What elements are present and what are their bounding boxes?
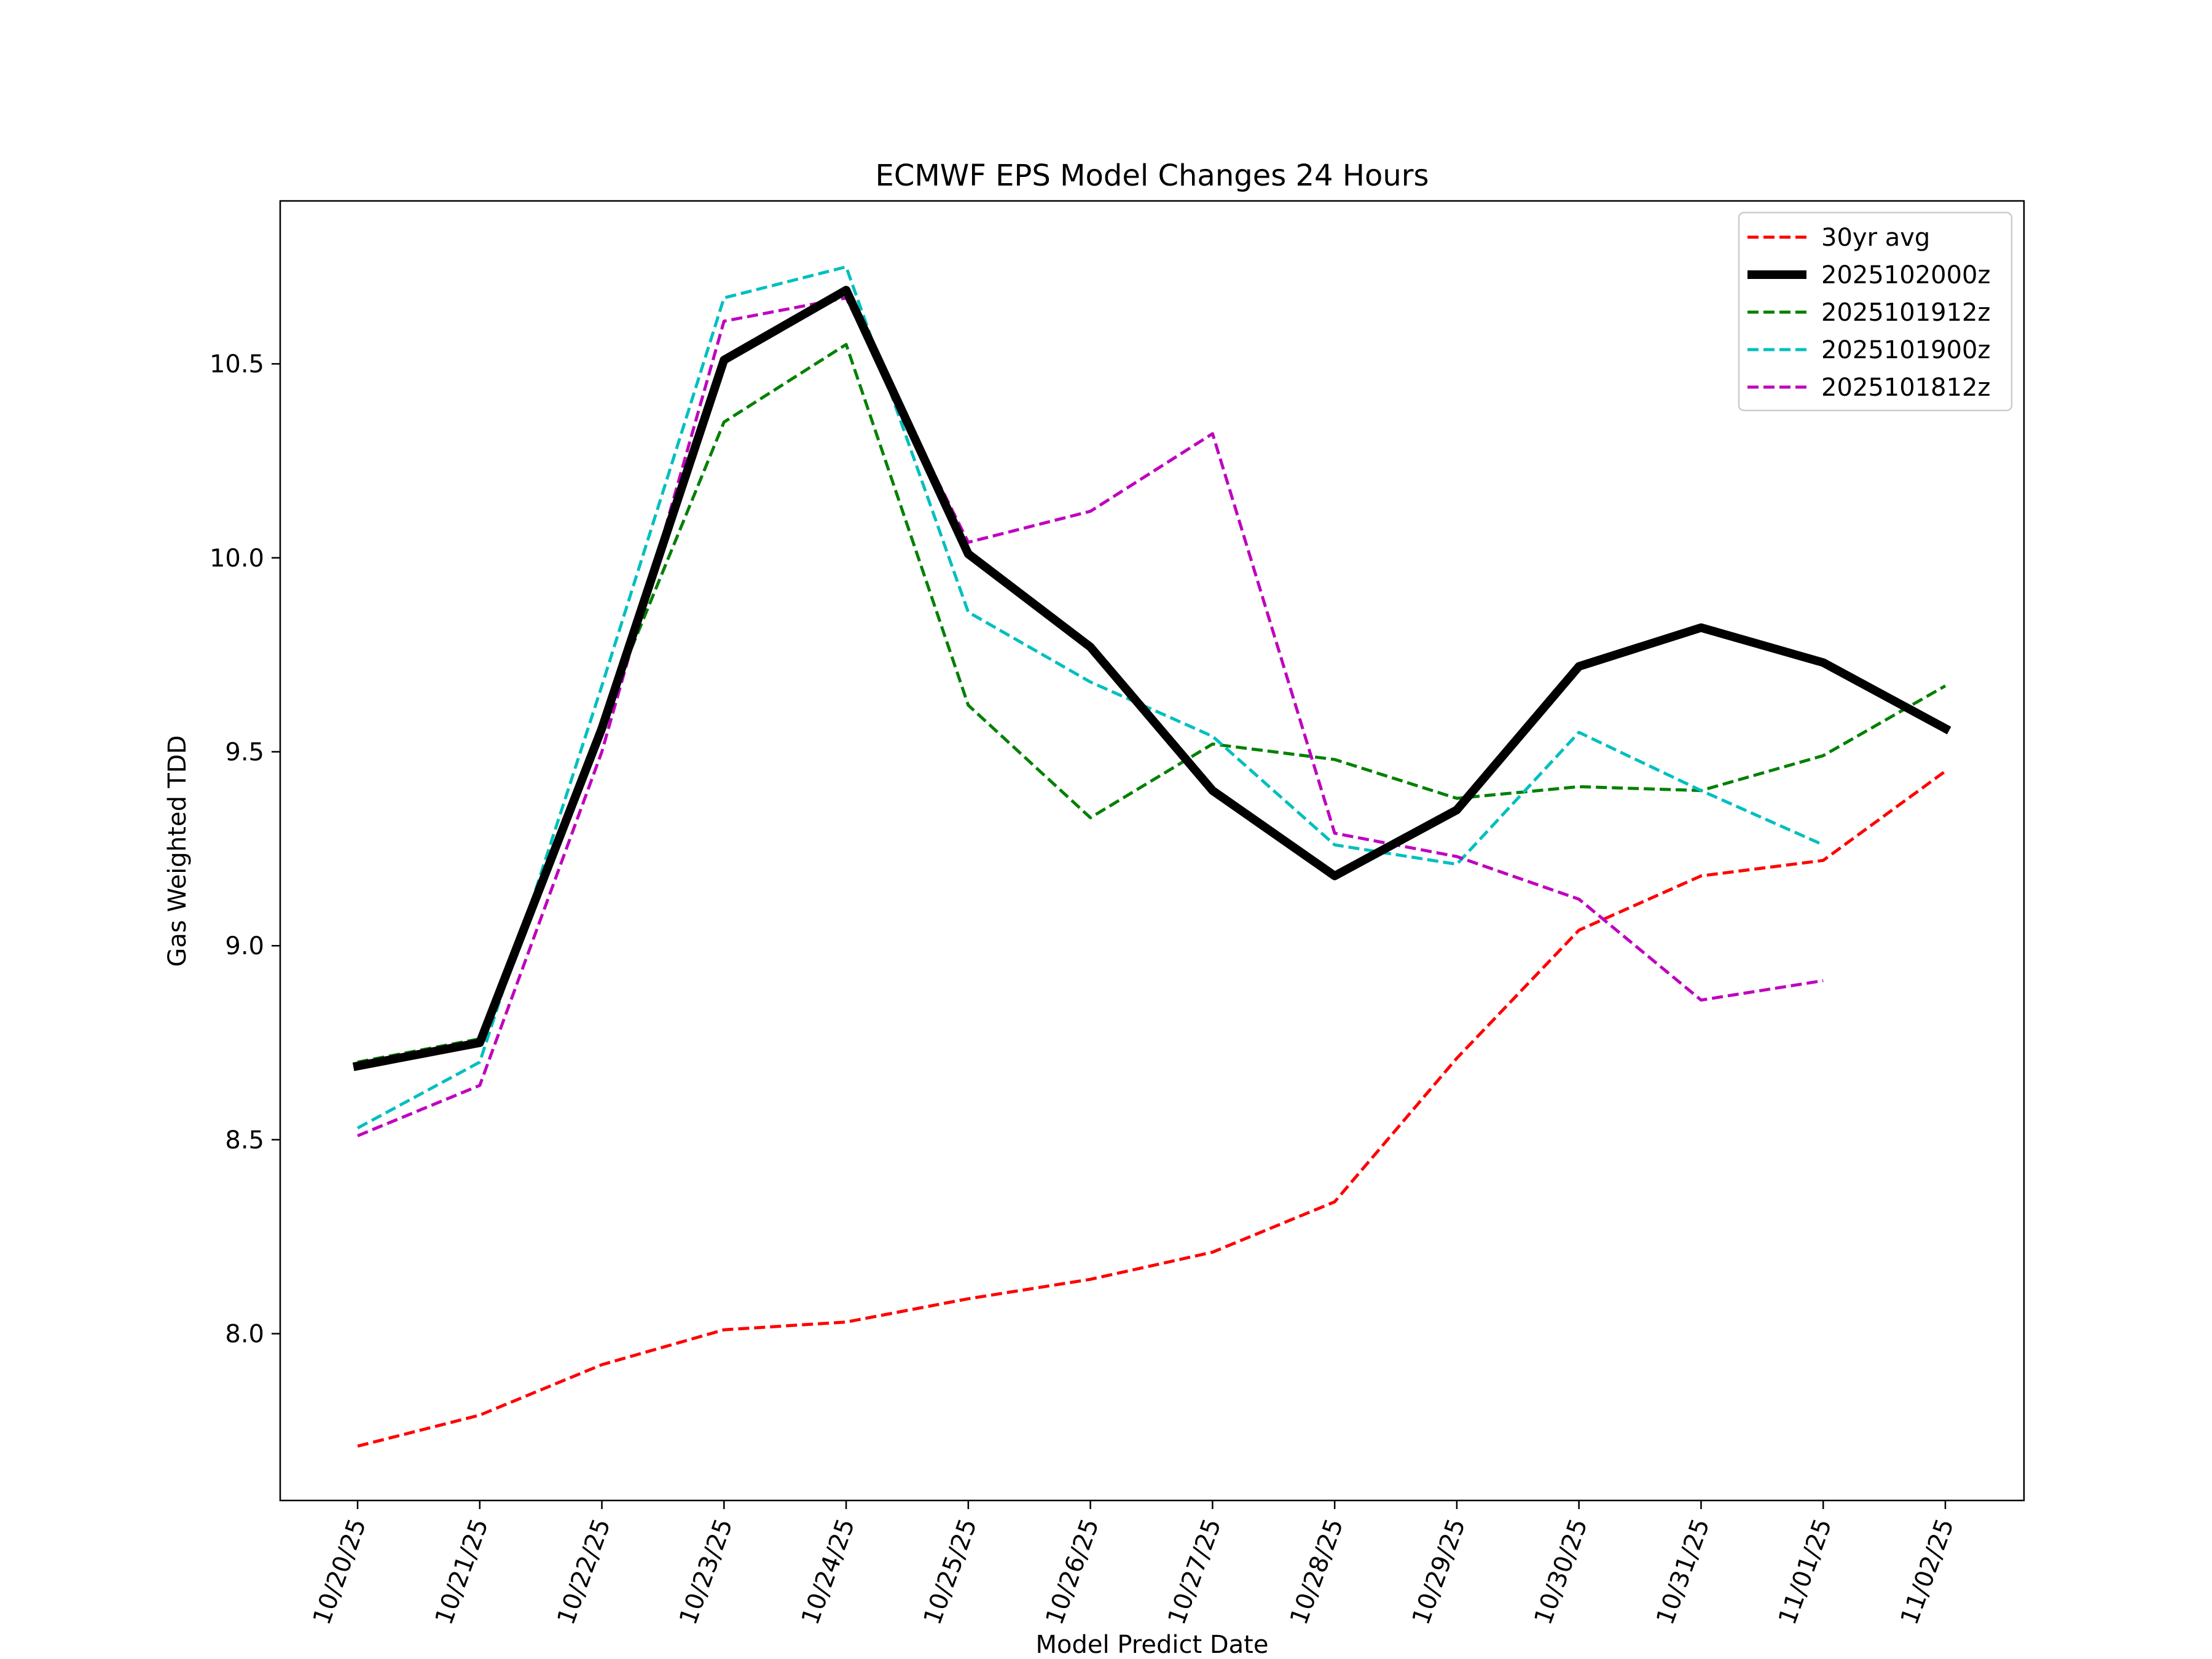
x-axis-label: Model Predict Date [1036,1631,1269,1659]
y-tick-label: 8.0 [225,1320,264,1349]
legend-label: 30yr avg [1821,224,1930,252]
y-tick-label: 10.0 [210,544,264,573]
y-tick-label: 9.0 [225,932,264,960]
legend: 30yr avg 2025102000z 2025101912z 2025101900… [1738,211,2013,412]
y-axis-label: Gas Weighted TDD [163,735,192,967]
series-line-0 [357,770,1947,1448]
y-tick-label: 9.5 [225,739,264,767]
legend-label: 2025101812z [1821,374,1991,402]
chart-title: ECMWF EPS Model Changes 24 Hours [876,159,1429,193]
y-tick-label: 8.5 [225,1126,264,1155]
legend-label: 2025101900z [1821,336,1991,364]
plot-area-frame [279,200,2025,1502]
legend-box [1738,211,2013,412]
series-layer [352,265,1951,1448]
legend-label: 2025101912z [1821,299,1991,327]
series-line-4 [357,296,1824,1137]
series-line-1 [352,286,1951,1072]
series-line-3 [356,265,1824,1130]
y-axis: 8.0 8.5 9.0 9.5 10.0 10.5 [210,350,280,1349]
y-tick-label: 10.5 [210,350,264,378]
legend-label: 2025102000z [1821,261,1991,289]
